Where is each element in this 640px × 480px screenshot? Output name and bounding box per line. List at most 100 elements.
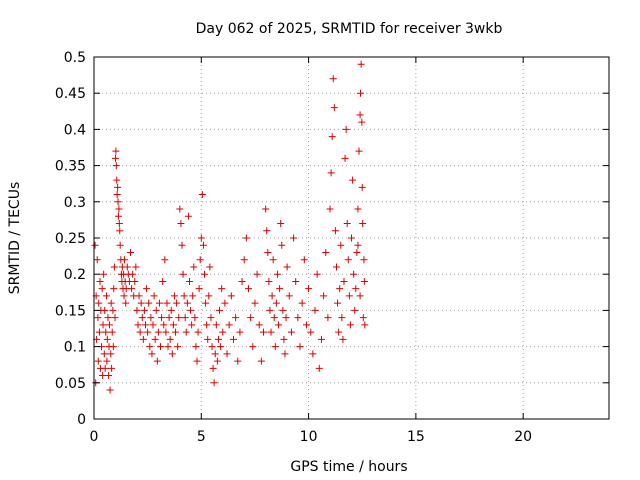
data-point-marker	[115, 205, 123, 213]
data-point-marker	[234, 357, 242, 365]
data-point-marker	[177, 220, 185, 228]
data-point-marker	[98, 285, 106, 293]
data-point-marker	[344, 256, 352, 264]
data-point-marker	[265, 277, 273, 285]
data-point-marker	[137, 299, 145, 307]
data-point-marker	[105, 321, 113, 329]
data-point-marker	[176, 205, 184, 213]
data-point-marker	[165, 314, 173, 322]
data-point-marker	[112, 162, 120, 170]
data-point-marker	[104, 314, 112, 322]
data-point-marker	[91, 241, 99, 249]
data-point-marker	[114, 198, 122, 206]
data-point-marker	[197, 234, 205, 242]
data-point-marker	[262, 205, 270, 213]
data-point-marker	[133, 306, 141, 314]
data-point-marker	[292, 277, 300, 285]
data-point-marker	[357, 60, 365, 68]
data-point-marker	[232, 314, 240, 322]
data-point-marker	[326, 205, 334, 213]
data-point-marker	[199, 241, 207, 249]
data-point-marker	[260, 328, 268, 336]
data-point-marker	[227, 292, 235, 300]
data-point-marker	[294, 314, 302, 322]
y-tick-label: 0.2	[64, 267, 86, 283]
data-point-marker	[139, 335, 147, 343]
y-tick-label: 0.45	[55, 86, 86, 102]
data-point-marker	[209, 364, 217, 372]
data-point-marker	[173, 299, 181, 307]
data-point-marker	[311, 306, 319, 314]
data-point-marker	[94, 314, 102, 322]
data-point-marker	[143, 285, 151, 293]
data-point-marker	[221, 299, 229, 307]
data-point-marker	[356, 292, 364, 300]
y-tick-label: 0.35	[55, 159, 86, 175]
data-point-marker	[120, 292, 128, 300]
data-point-marker	[155, 299, 163, 307]
data-point-marker	[332, 263, 340, 271]
data-point-marker	[185, 277, 193, 285]
data-point-marker	[341, 154, 349, 162]
data-point-marker	[100, 270, 108, 278]
data-point-marker	[273, 270, 281, 278]
data-point-marker	[335, 328, 343, 336]
data-point-marker	[150, 292, 158, 300]
data-point-marker	[352, 285, 360, 293]
data-point-marker	[358, 183, 366, 191]
data-point-marker	[281, 350, 289, 358]
data-point-marker	[116, 227, 124, 235]
data-point-marker	[162, 328, 170, 336]
data-point-marker	[129, 270, 137, 278]
data-point-marker	[350, 270, 358, 278]
data-point-marker	[120, 256, 128, 264]
data-point-marker	[196, 256, 204, 264]
x-tick-label: 5	[197, 429, 206, 445]
data-point-marker	[174, 343, 182, 351]
y-tick-label: 0.25	[55, 231, 86, 247]
data-point-marker	[95, 328, 103, 336]
data-point-marker	[208, 343, 216, 351]
data-point-marker	[105, 372, 113, 380]
data-point-marker	[144, 328, 152, 336]
data-point-marker	[343, 220, 351, 228]
data-point-marker	[275, 321, 283, 329]
data-point-marker	[339, 335, 347, 343]
data-point-marker	[168, 350, 176, 358]
data-point-marker	[108, 328, 116, 336]
data-point-marker	[354, 205, 362, 213]
data-point-marker	[263, 227, 271, 235]
data-point-marker	[111, 154, 119, 162]
data-point-marker	[359, 314, 367, 322]
data-point-marker	[213, 357, 221, 365]
data-point-marker	[198, 191, 206, 199]
y-tick-label: 0	[77, 412, 86, 428]
data-point-marker	[175, 314, 183, 322]
data-point-marker	[264, 248, 272, 256]
data-point-marker	[115, 220, 123, 228]
data-point-marker	[154, 328, 162, 336]
data-point-marker	[236, 328, 244, 336]
data-point-marker	[146, 343, 154, 351]
data-point-marker	[172, 328, 180, 336]
data-point-marker	[103, 357, 111, 365]
data-point-marker	[298, 299, 306, 307]
data-point-marker	[106, 386, 114, 394]
data-point-marker	[245, 285, 252, 293]
data-point-marker	[194, 328, 202, 336]
data-point-marker	[202, 299, 210, 307]
data-point-marker	[360, 277, 368, 285]
data-point-marker	[126, 248, 134, 256]
data-point-marker	[283, 263, 291, 271]
data-point-marker	[214, 335, 222, 343]
data-point-marker	[322, 248, 330, 256]
data-point-marker	[358, 118, 366, 126]
data-point-marker	[178, 241, 186, 249]
data-point-marker	[170, 292, 178, 300]
data-point-marker	[110, 263, 118, 271]
data-point-marker	[320, 292, 328, 300]
data-point-marker	[238, 277, 246, 285]
data-point-marker	[113, 176, 121, 184]
data-point-marker	[247, 314, 255, 322]
